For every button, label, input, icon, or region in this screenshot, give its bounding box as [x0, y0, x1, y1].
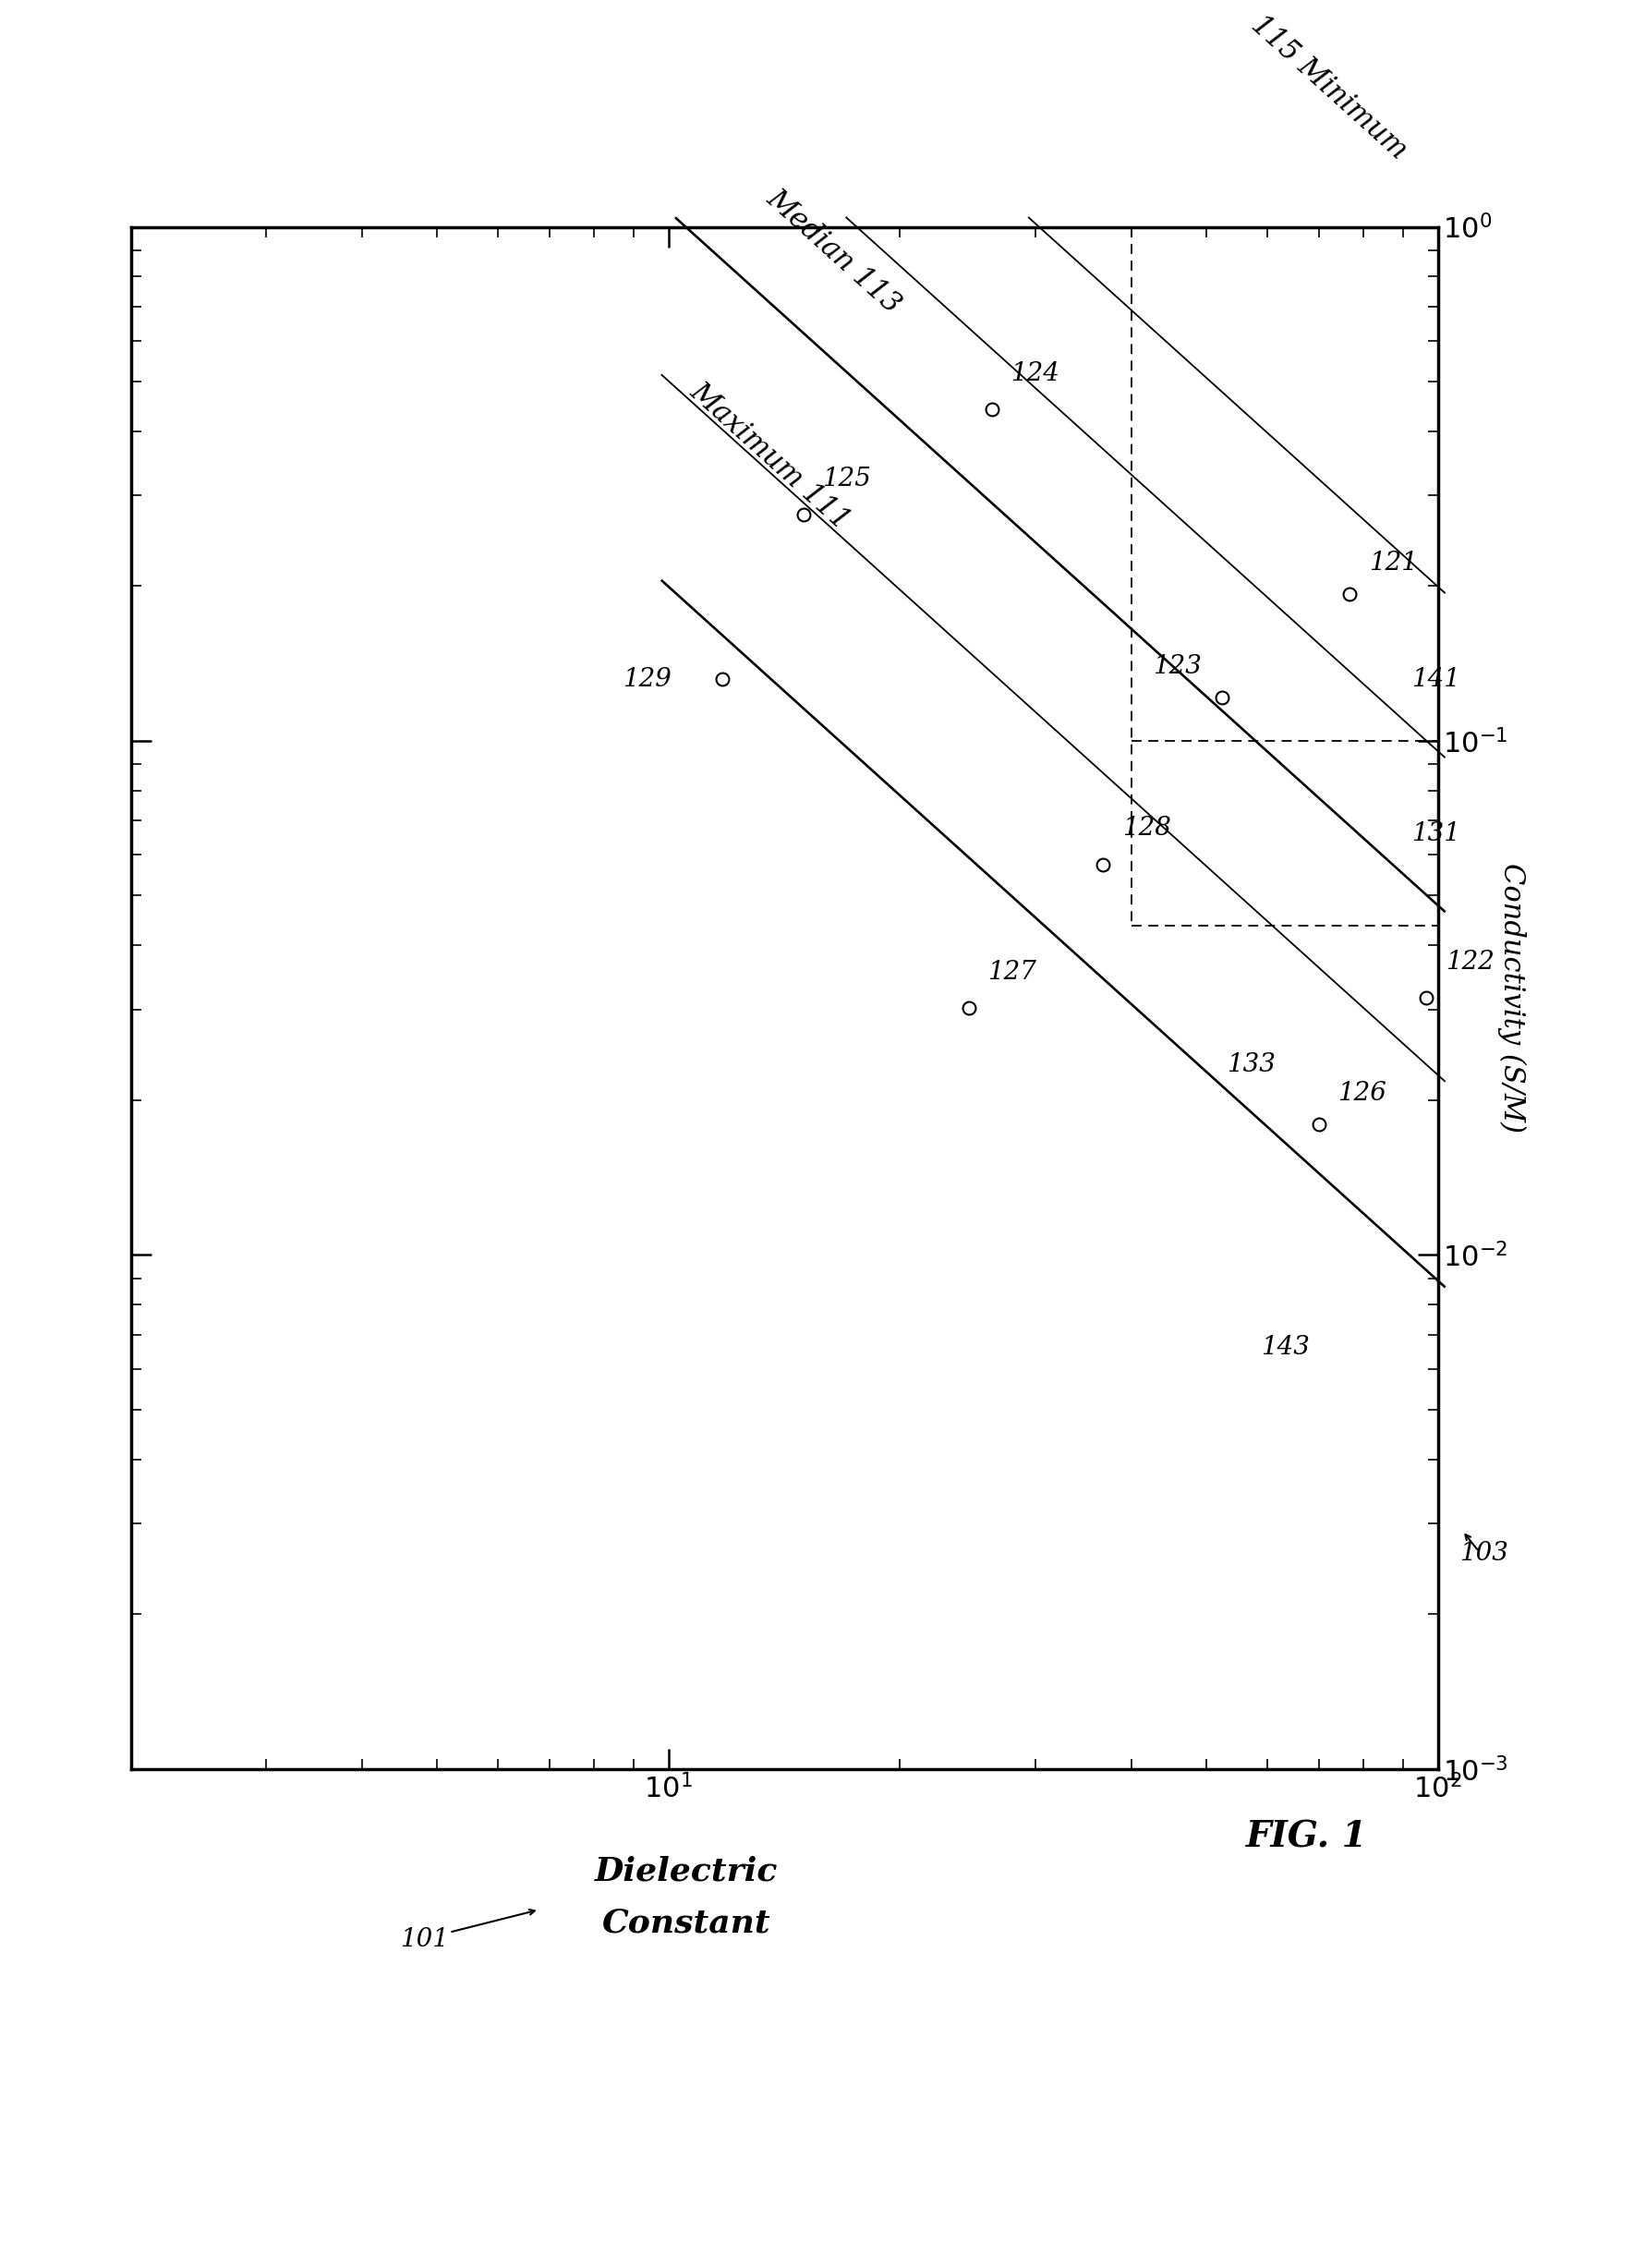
Text: 121: 121 — [1369, 551, 1418, 576]
Text: Constant: Constant — [601, 1907, 771, 1939]
Text: 128: 128 — [1123, 816, 1172, 841]
Text: Median 113: Median 113 — [761, 184, 907, 320]
Text: 123: 123 — [1154, 653, 1203, 678]
Text: 141: 141 — [1412, 667, 1459, 692]
Text: 133: 133 — [1227, 1052, 1275, 1077]
Text: 103: 103 — [1459, 1542, 1508, 1565]
Text: 143: 143 — [1261, 1336, 1310, 1361]
Text: 124: 124 — [1011, 361, 1060, 386]
Text: 125: 125 — [822, 467, 871, 492]
Text: 126: 126 — [1338, 1080, 1387, 1105]
Text: 122: 122 — [1446, 950, 1495, 975]
Text: 101: 101 — [400, 1928, 449, 1950]
Text: 115 Minimum: 115 Minimum — [1245, 11, 1413, 166]
Text: 127: 127 — [989, 959, 1036, 984]
Text: 129: 129 — [623, 667, 672, 692]
Text: 131: 131 — [1412, 821, 1459, 846]
Text: Conductivity (S/M): Conductivity (S/M) — [1497, 864, 1526, 1132]
Text: Maximum 111: Maximum 111 — [685, 376, 855, 535]
Text: Dielectric: Dielectric — [595, 1855, 778, 1887]
Text: FIG. 1: FIG. 1 — [1247, 1819, 1368, 1855]
